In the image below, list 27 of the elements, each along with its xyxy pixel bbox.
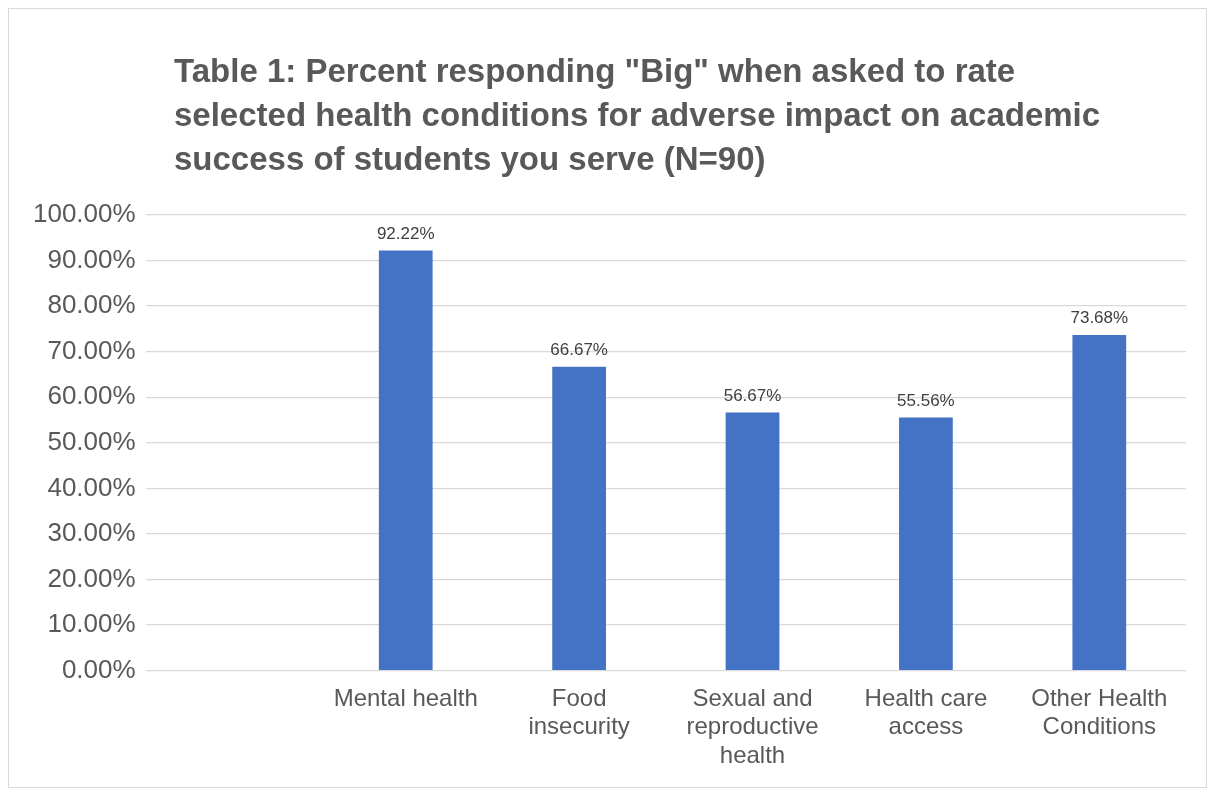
y-tick-label: 30.00% <box>47 517 136 548</box>
data-label: 66.67% <box>550 340 608 360</box>
y-tick-label: 100.00% <box>32 198 136 229</box>
bar <box>1072 334 1127 670</box>
data-label: 73.68% <box>1070 308 1129 328</box>
y-tick-label: 20.00% <box>47 562 136 593</box>
x-tick-label: Sexual and reproductive health <box>686 683 819 769</box>
y-tick-label: 70.00% <box>47 334 136 365</box>
bar <box>552 366 606 670</box>
chart-title: Table 1: Percent responding "Big" when asked to rate selected health conditions for adverse impact on academic success of students you serve (N=90) <box>174 51 1102 179</box>
data-label: 92.22% <box>376 223 435 243</box>
y-tick-label: 60.00% <box>47 380 136 411</box>
y-tick-label: 90.00% <box>47 243 136 274</box>
data-label: 55.56% <box>897 390 955 410</box>
y-tick-label: 40.00% <box>47 471 136 502</box>
y-tick-label: 80.00% <box>47 289 136 320</box>
x-tick-label: Food insecurity <box>528 683 630 740</box>
y-tick-label: 50.00% <box>47 425 136 456</box>
x-tick-label: Other Health Conditions <box>1031 683 1168 740</box>
data-label: 56.67% <box>723 385 782 405</box>
bar <box>899 417 953 670</box>
bar <box>378 250 433 670</box>
x-tick-label: Mental health <box>333 683 478 711</box>
y-tick-label: 0.00% <box>61 653 136 684</box>
x-tick-label: Health care access <box>864 683 988 740</box>
bar <box>725 412 780 670</box>
y-tick-label: 10.00% <box>47 608 136 639</box>
